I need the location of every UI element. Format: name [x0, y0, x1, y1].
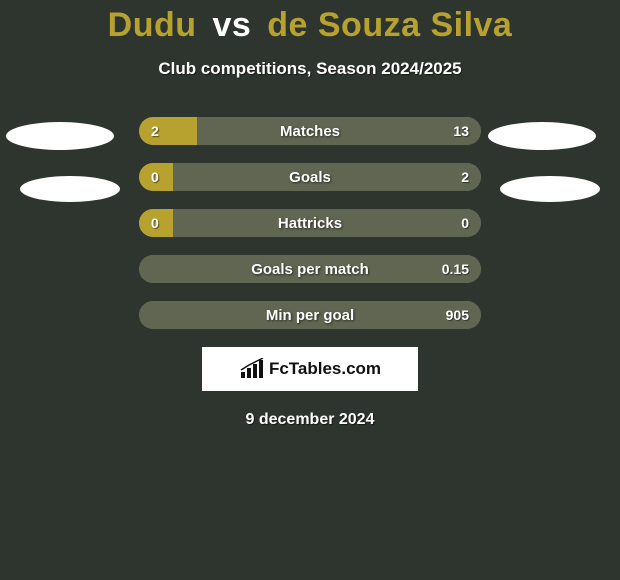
stat-label: Goals — [139, 163, 481, 191]
stat-label: Hattricks — [139, 209, 481, 237]
stat-row: 0.15Goals per match — [139, 255, 481, 283]
vs-text: vs — [212, 6, 251, 44]
date: 9 december 2024 — [0, 411, 620, 429]
stat-label: Min per goal — [139, 301, 481, 329]
subtitle: Club competitions, Season 2024/2025 — [0, 59, 620, 79]
stat-row: 213Matches — [139, 117, 481, 145]
stat-label: Matches — [139, 117, 481, 145]
branding: FcTables.com — [202, 347, 418, 391]
player1-name: Dudu — [108, 6, 197, 44]
branding-text: FcTables.com — [269, 359, 381, 379]
stat-label: Goals per match — [139, 255, 481, 283]
stat-row: 00Hattricks — [139, 209, 481, 237]
stat-row: 02Goals — [139, 163, 481, 191]
stat-row: 905Min per goal — [139, 301, 481, 329]
chart-icon — [239, 358, 265, 380]
player2-name: de Souza Silva — [267, 6, 512, 44]
team-logo-placeholder — [6, 122, 114, 150]
team-logo-placeholder — [20, 176, 120, 202]
team-logo-placeholder — [488, 122, 596, 150]
team-logo-placeholder — [500, 176, 600, 202]
comparison-title: Dudu vs de Souza Silva — [0, 0, 620, 45]
